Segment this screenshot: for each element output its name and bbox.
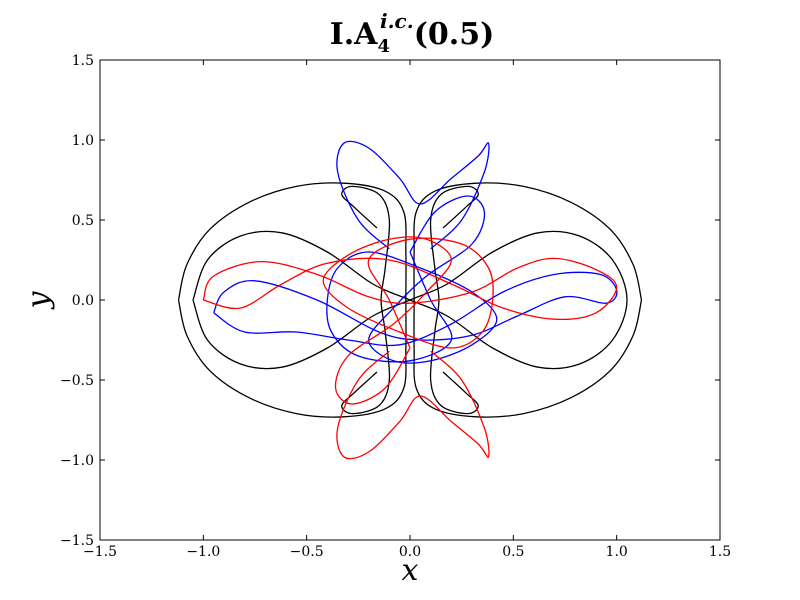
series-line-9: [202, 257, 618, 321]
series-line-10: [336, 350, 490, 460]
y-tick-label: 0.5: [72, 213, 94, 229]
plot-area: −1.5 −1.0 −0.5 0.0 0.5 1.0 1.5 −1.5 −1.0 −0.5 0.0 0…: [60, 53, 731, 560]
x-tick-label: 0.5: [502, 544, 524, 560]
chart-title: I.A4 i.c.(0.5): [330, 9, 495, 57]
x-tick-label: −1.5: [83, 544, 117, 560]
title-superscript: i.c.: [380, 9, 414, 33]
y-tick-label: 1.5: [72, 53, 94, 69]
series-line-2: [413, 182, 643, 418]
title-main: I.A: [330, 17, 378, 52]
x-tick-label: −0.5: [290, 544, 324, 560]
x-tick-label: 1.0: [606, 544, 628, 560]
series-line-6: [213, 271, 618, 347]
x-tick-label: 0.0: [399, 544, 421, 560]
y-tick-label: −1.5: [60, 533, 94, 549]
title-subscript: 4: [377, 36, 390, 57]
series-line-1: [177, 182, 407, 418]
y-axis-label: y: [21, 290, 56, 310]
curves: [177, 140, 643, 460]
y-tick-label: −0.5: [60, 373, 94, 389]
series-line-8: [326, 195, 498, 364]
y-tick-label: 0.0: [72, 293, 94, 309]
series-line-3: [192, 230, 628, 370]
x-tick-label: 1.5: [709, 544, 731, 560]
x-axis-label: x: [402, 553, 419, 588]
y-tick-label: −1.0: [60, 453, 94, 469]
x-tick-label: −1.0: [186, 544, 220, 560]
y-tick-label: 1.0: [72, 133, 94, 149]
series-line-7: [336, 140, 490, 250]
ticks: −1.5 −1.0 −0.5 0.0 0.5 1.0 1.5 −1.5 −1.0 −0.5 0.0 0…: [60, 53, 731, 560]
series-line-11: [322, 236, 494, 405]
title-suffix: (0.5): [414, 17, 495, 52]
